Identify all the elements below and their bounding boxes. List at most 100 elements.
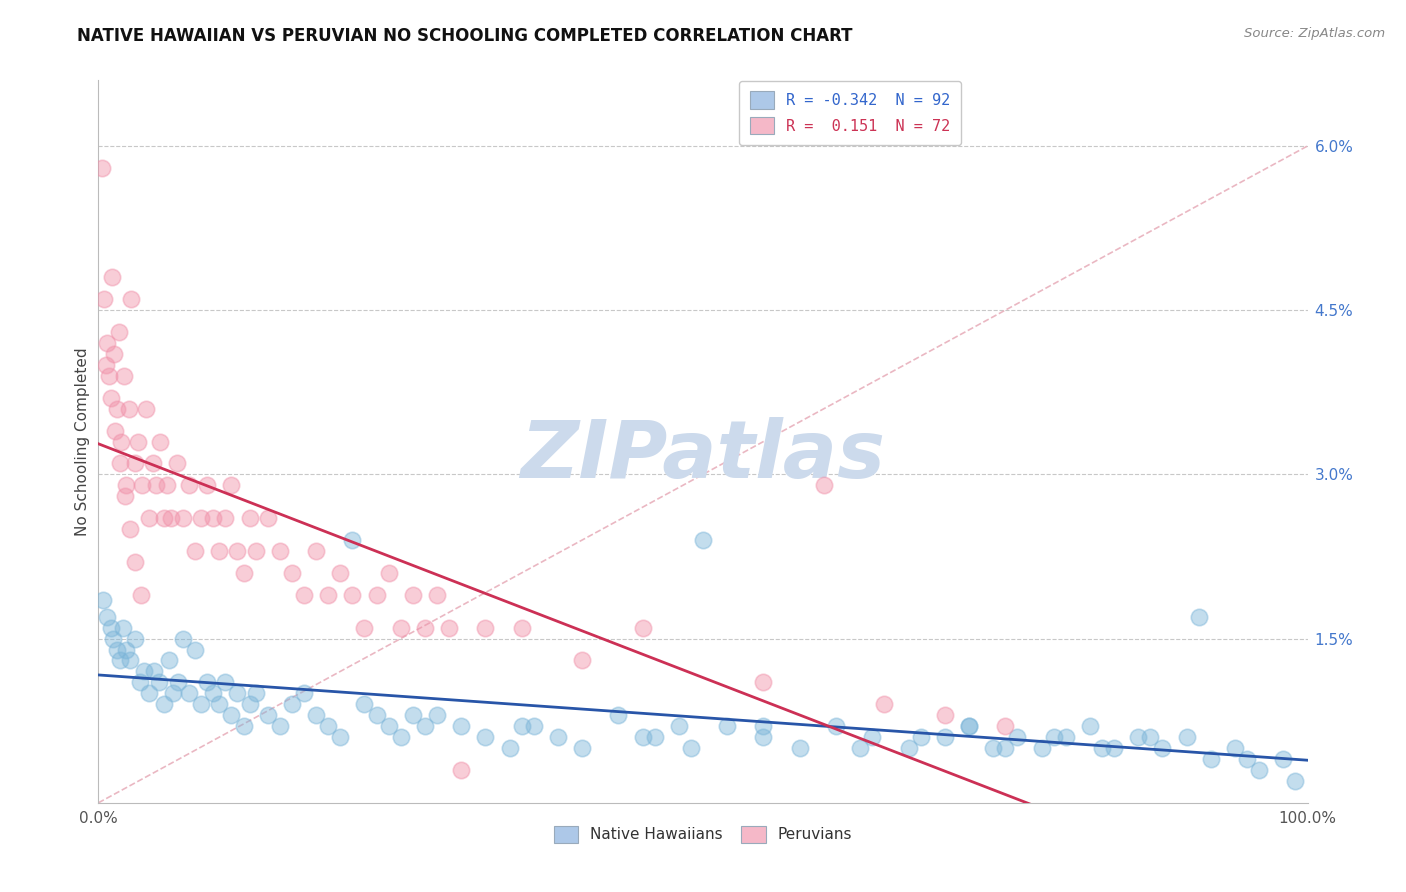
Point — [179, 478, 201, 492]
Point — [100, 391, 122, 405]
Point — [389, 730, 412, 744]
Point — [631, 621, 654, 635]
Point — [547, 730, 569, 744]
Point — [98, 368, 121, 383]
Point — [221, 478, 243, 492]
Point — [103, 347, 125, 361]
Point — [631, 730, 654, 744]
Text: Source: ZipAtlas.com: Source: ZipAtlas.com — [1244, 27, 1385, 40]
Point — [195, 675, 218, 690]
Point — [1249, 763, 1271, 777]
Point — [426, 708, 449, 723]
Point — [128, 675, 150, 690]
Point — [450, 719, 472, 733]
Point — [342, 588, 364, 602]
Point — [716, 719, 738, 733]
Point — [195, 478, 218, 492]
Point — [353, 698, 375, 712]
Point — [245, 686, 267, 700]
Point — [239, 698, 262, 712]
Point — [135, 401, 157, 416]
Point — [510, 719, 533, 733]
Point — [91, 593, 114, 607]
Point — [172, 632, 194, 646]
Point — [91, 161, 114, 175]
Point — [226, 544, 249, 558]
Point — [316, 588, 339, 602]
Point — [474, 621, 496, 635]
Point — [498, 741, 520, 756]
Point — [873, 698, 896, 712]
Point — [131, 478, 153, 492]
Point — [413, 719, 436, 733]
Point — [108, 653, 131, 667]
Point — [118, 401, 141, 416]
Point — [329, 730, 352, 744]
Point — [1272, 752, 1295, 766]
Point — [148, 675, 170, 690]
Point — [127, 434, 149, 449]
Point — [214, 511, 236, 525]
Point — [108, 457, 131, 471]
Point — [679, 741, 702, 756]
Text: NATIVE HAWAIIAN VS PERUVIAN NO SCHOOLING COMPLETED CORRELATION CHART: NATIVE HAWAIIAN VS PERUVIAN NO SCHOOLING… — [77, 27, 853, 45]
Point — [208, 544, 231, 558]
Point — [523, 719, 546, 733]
Point — [232, 719, 254, 733]
Point — [105, 642, 128, 657]
Point — [1188, 609, 1211, 624]
Point — [342, 533, 364, 547]
Point — [981, 741, 1004, 756]
Point — [849, 741, 872, 756]
Point — [305, 708, 328, 723]
Point — [214, 675, 236, 690]
Point — [752, 719, 775, 733]
Point — [1031, 741, 1053, 756]
Point — [281, 566, 304, 580]
Point — [860, 730, 883, 744]
Point — [110, 434, 132, 449]
Point — [402, 708, 425, 723]
Point — [957, 719, 980, 733]
Point — [138, 511, 160, 525]
Point — [1223, 741, 1246, 756]
Point — [292, 588, 315, 602]
Point — [752, 730, 775, 744]
Point — [366, 588, 388, 602]
Point — [377, 719, 399, 733]
Point — [269, 544, 291, 558]
Point — [910, 730, 932, 744]
Point — [366, 708, 388, 723]
Point — [256, 708, 278, 723]
Point — [1199, 752, 1222, 766]
Point — [184, 642, 207, 657]
Point — [190, 511, 212, 525]
Point — [413, 621, 436, 635]
Point — [1007, 730, 1029, 744]
Point — [1284, 773, 1306, 788]
Point — [115, 478, 138, 492]
Point — [897, 741, 920, 756]
Y-axis label: No Schooling Completed: No Schooling Completed — [75, 347, 90, 536]
Point — [167, 675, 190, 690]
Point — [994, 719, 1017, 733]
Point — [124, 457, 146, 471]
Text: ZIPatlas: ZIPatlas — [520, 417, 886, 495]
Point — [789, 741, 811, 756]
Point — [108, 325, 131, 339]
Legend: Native Hawaiians, Peruvians: Native Hawaiians, Peruvians — [547, 820, 859, 849]
Point — [232, 566, 254, 580]
Point — [1175, 730, 1198, 744]
Point — [474, 730, 496, 744]
Point — [292, 686, 315, 700]
Point — [450, 763, 472, 777]
Point — [179, 686, 201, 700]
Point — [226, 686, 249, 700]
Point — [389, 621, 412, 635]
Point — [402, 588, 425, 602]
Point — [510, 621, 533, 635]
Point — [152, 698, 174, 712]
Point — [111, 621, 134, 635]
Point — [1236, 752, 1258, 766]
Point — [934, 708, 956, 723]
